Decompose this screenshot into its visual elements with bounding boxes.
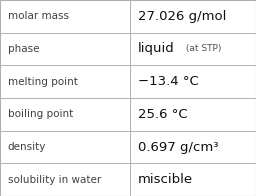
Text: boiling point: boiling point: [8, 109, 73, 119]
Text: −13.4 °C: −13.4 °C: [138, 75, 198, 88]
Text: (at STP): (at STP): [183, 44, 221, 54]
Text: 27.026 g/mol: 27.026 g/mol: [138, 10, 226, 23]
Text: miscible: miscible: [138, 173, 193, 186]
Text: liquid: liquid: [138, 43, 175, 55]
Text: 0.697 g/cm³: 0.697 g/cm³: [138, 141, 218, 153]
Text: 25.6 °C: 25.6 °C: [138, 108, 187, 121]
Text: phase: phase: [8, 44, 39, 54]
Text: molar mass: molar mass: [8, 11, 69, 21]
Text: melting point: melting point: [8, 77, 78, 87]
Text: solubility in water: solubility in water: [8, 175, 101, 185]
Text: density: density: [8, 142, 46, 152]
